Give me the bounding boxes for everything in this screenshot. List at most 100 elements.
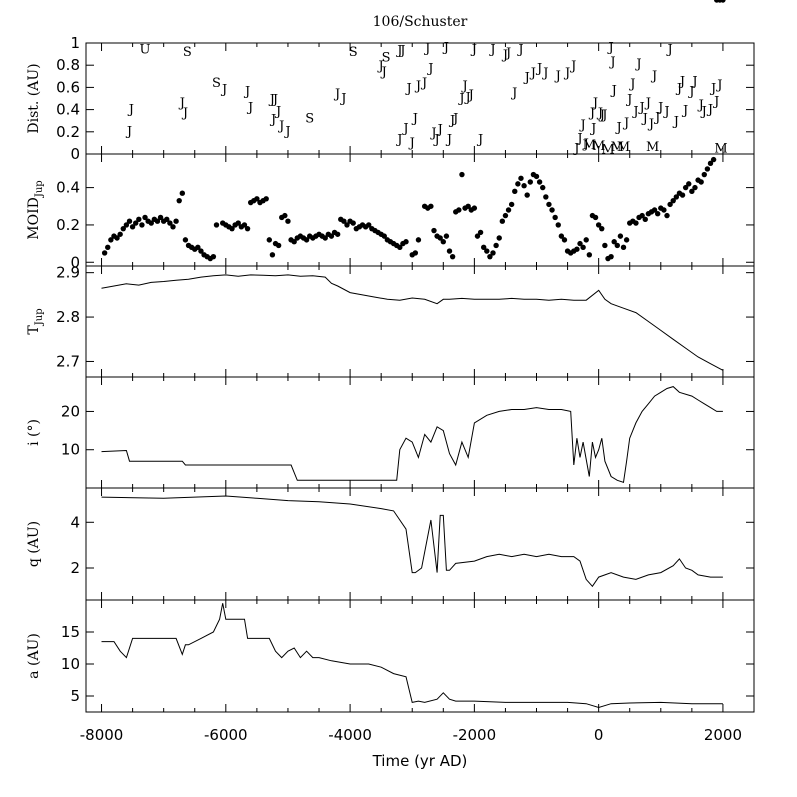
panel-frame	[85, 487, 755, 601]
data-point	[583, 237, 589, 243]
data-point	[496, 235, 502, 241]
data-point	[157, 214, 164, 221]
data-point	[120, 225, 126, 232]
encounter-label: J	[628, 77, 635, 92]
data-point	[555, 222, 561, 228]
encounter-label: J	[283, 125, 290, 140]
encounter-label: J	[634, 57, 641, 72]
data-point	[285, 218, 291, 224]
data-point	[173, 218, 179, 224]
data-point	[549, 207, 555, 213]
encounter-label: M	[611, 140, 624, 155]
y-axis-label: q (AU)	[26, 521, 42, 567]
x-tick-label: -6000	[204, 726, 248, 744]
encounter-label: J	[470, 43, 477, 58]
data-point	[350, 220, 356, 226]
data-point	[720, 0, 726, 3]
data-point	[558, 233, 565, 239]
series-line	[101, 603, 723, 709]
data-point	[126, 218, 133, 224]
data-point	[602, 242, 608, 249]
encounter-label: J	[582, 137, 589, 152]
data-point	[623, 237, 630, 243]
data-point	[164, 216, 170, 223]
y-tick-label: 0.2	[56, 216, 80, 234]
encounter-label: J	[501, 48, 508, 63]
data-point	[487, 253, 493, 260]
data-point	[235, 220, 241, 226]
data-point	[533, 173, 540, 180]
encounter-label: J	[608, 55, 615, 70]
encounter-label: J	[420, 76, 427, 91]
y-tick-label: 0.6	[56, 78, 80, 96]
data-point	[577, 240, 583, 247]
data-point	[692, 184, 698, 191]
data-point	[431, 227, 437, 234]
data-point	[689, 188, 695, 195]
data-point	[403, 239, 409, 245]
data-point	[599, 225, 605, 232]
encounter-label: J	[127, 102, 134, 117]
encounter-label: J	[656, 100, 663, 115]
encounter-label: J	[615, 120, 622, 135]
encounter-label: J	[426, 61, 433, 76]
encounter-label: J	[706, 102, 713, 117]
encounter-label: J	[631, 105, 638, 120]
data-point	[136, 216, 142, 223]
data-point	[195, 244, 201, 251]
data-point	[179, 190, 186, 196]
data-point	[114, 235, 120, 241]
encounter-label: J	[448, 114, 455, 129]
encounter-label: J	[672, 115, 679, 130]
data-point	[449, 253, 456, 260]
y-tick-label: 0.4	[56, 179, 80, 197]
encounter-label: J	[423, 41, 430, 56]
data-point	[633, 220, 639, 226]
data-point	[456, 207, 462, 213]
encounter-label: J	[563, 66, 570, 81]
y-tick-label: 0	[70, 145, 80, 163]
panel-semimajor: 5 10 15 a (AU)	[26, 599, 755, 713]
encounter-label: J	[625, 93, 632, 108]
data-point	[328, 233, 335, 239]
data-point	[182, 237, 189, 243]
y-axis-label: TJup	[26, 308, 45, 334]
data-point	[213, 222, 220, 228]
data-point	[465, 203, 471, 209]
data-point	[167, 220, 173, 226]
data-point	[654, 211, 661, 217]
encounter-label: J	[246, 100, 253, 115]
data-point	[263, 196, 269, 202]
encounter-label: J	[600, 108, 607, 123]
data-point	[614, 242, 620, 249]
encounter-label: J	[653, 110, 660, 125]
data-point	[275, 242, 282, 249]
encounter-label: J	[598, 108, 605, 123]
data-point	[210, 253, 217, 260]
encounter-label: J	[712, 95, 719, 110]
y-tick-label: 0.2	[56, 123, 80, 141]
data-point	[552, 214, 558, 221]
data-point	[142, 214, 148, 221]
y-tick-label: 15	[61, 623, 80, 641]
y-tick-label: 20	[61, 402, 80, 420]
encounter-label: J	[510, 86, 517, 101]
data-point	[266, 237, 273, 243]
data-point	[670, 197, 676, 204]
data-point	[710, 156, 717, 163]
data-point	[322, 235, 328, 241]
data-point	[515, 181, 521, 187]
encounter-label: J	[395, 132, 402, 147]
y-tick-label: 0.8	[56, 56, 80, 74]
data-point	[440, 239, 447, 245]
data-point	[546, 201, 552, 208]
data-point	[241, 222, 248, 228]
data-point	[505, 207, 512, 213]
encounter-label: J	[678, 75, 685, 90]
encounter-label: J	[269, 112, 276, 127]
encounter-label: J	[641, 111, 648, 126]
encounter-label: J	[401, 121, 408, 136]
data-point	[512, 188, 518, 195]
encounter-label: J	[579, 118, 586, 133]
